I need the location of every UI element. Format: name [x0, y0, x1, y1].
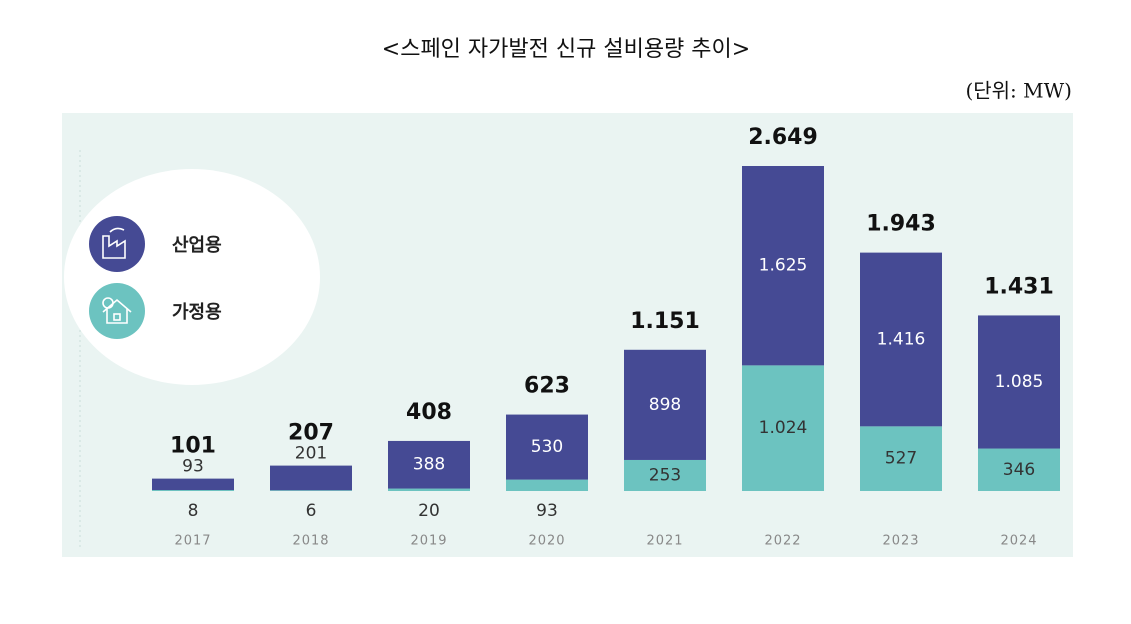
- bar-segment: [860, 426, 942, 491]
- value-label: 8: [188, 501, 199, 521]
- bar-segment: [742, 365, 824, 491]
- total-label: 1.943: [866, 212, 936, 237]
- value-label: 898: [649, 395, 681, 415]
- factory-icon: [102, 227, 126, 259]
- house-icon: [102, 297, 132, 324]
- bar-segment: [270, 490, 352, 491]
- bar-segment: [388, 440, 470, 489]
- legend-label: 가정용: [172, 302, 222, 323]
- bar-segment: [506, 479, 588, 491]
- x-tick-label: 2024: [1000, 534, 1037, 549]
- bar-segment: [978, 315, 1060, 449]
- total-label: 207: [288, 421, 334, 446]
- total-label: 408: [406, 400, 452, 425]
- bar-segment: [152, 478, 234, 491]
- total-label: 2.649: [748, 125, 818, 150]
- value-label: 530: [531, 437, 563, 457]
- bar-segment: [624, 349, 706, 460]
- legend-icon: [89, 283, 145, 339]
- bar-segment: [624, 459, 706, 491]
- bar-segment: [270, 465, 352, 491]
- value-label: 1.085: [995, 372, 1044, 392]
- x-tick-label: 2023: [882, 534, 919, 549]
- value-label: 201: [295, 444, 327, 464]
- value-label: 6: [306, 501, 317, 521]
- x-tick-label: 2020: [528, 534, 565, 549]
- value-label: 346: [1003, 460, 1035, 480]
- value-label: 20: [418, 501, 440, 521]
- value-label: 527: [885, 449, 917, 469]
- value-label: 93: [182, 457, 204, 477]
- bar-segment: [742, 166, 824, 366]
- x-tick-label: 2022: [764, 534, 801, 549]
- value-label: 1.416: [877, 329, 926, 349]
- unit-label: (단위: MW): [965, 79, 1072, 103]
- value-label: 93: [536, 501, 558, 521]
- x-tick-label: 2021: [646, 534, 683, 549]
- value-label: 253: [649, 465, 681, 485]
- x-tick-label: 2017: [174, 534, 211, 549]
- value-label: 1.024: [759, 418, 808, 438]
- total-label: 1.151: [630, 309, 700, 334]
- value-label: 1.625: [759, 256, 808, 276]
- total-label: 623: [524, 374, 570, 399]
- value-label: 388: [413, 455, 445, 475]
- x-tick-label: 2019: [410, 534, 447, 549]
- chart-title: <스페인 자가발전 신규 설비용량 추이>: [382, 37, 750, 62]
- x-tick-label: 2018: [292, 534, 329, 549]
- total-label: 1.431: [984, 274, 1054, 299]
- total-label: 101: [170, 434, 216, 459]
- bar-segment: [506, 414, 588, 480]
- legend-background: [64, 169, 320, 385]
- bar-segment: [978, 448, 1060, 491]
- bar-segment: [152, 490, 234, 491]
- legend-label: 산업용: [172, 235, 222, 256]
- bar-segment: [860, 252, 942, 427]
- bar-segment: [388, 488, 470, 491]
